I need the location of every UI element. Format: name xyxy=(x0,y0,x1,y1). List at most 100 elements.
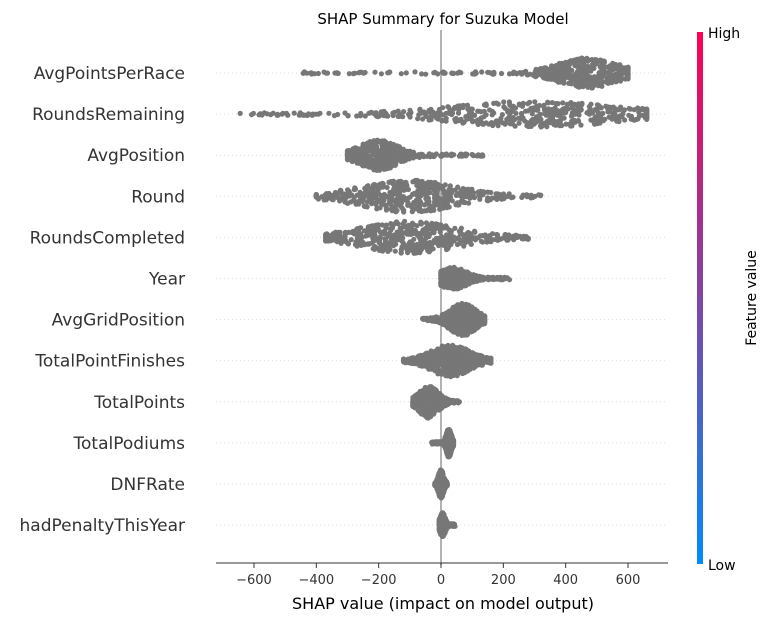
shap-point xyxy=(421,154,427,160)
shap-point xyxy=(310,111,316,117)
shap-point xyxy=(572,111,578,117)
shap-point xyxy=(360,148,366,154)
shap-point xyxy=(470,119,476,125)
shap-point xyxy=(536,102,543,109)
shap-point xyxy=(342,192,348,198)
shap-point xyxy=(300,70,306,76)
shap-point xyxy=(523,108,529,114)
shap-point xyxy=(437,206,443,212)
shap-point xyxy=(385,113,391,119)
shap-point xyxy=(635,106,641,112)
shap-point xyxy=(533,119,539,125)
shap-point xyxy=(488,189,494,196)
shap-point xyxy=(415,402,422,408)
shap-point xyxy=(380,157,387,163)
shap-point xyxy=(375,114,381,120)
shap-point xyxy=(468,241,474,247)
shap-point xyxy=(626,112,632,118)
shap-point xyxy=(455,306,461,312)
shap-point xyxy=(434,190,440,196)
shap-point xyxy=(313,194,319,200)
shap-point xyxy=(558,67,564,73)
shap-point xyxy=(475,121,481,127)
shap-point xyxy=(436,242,442,249)
shap-point xyxy=(380,184,386,190)
shap-point xyxy=(573,107,579,113)
shap-point xyxy=(470,314,476,320)
shap-point xyxy=(488,120,495,126)
shap-point xyxy=(348,237,354,243)
shap-point xyxy=(489,195,495,201)
shap-point xyxy=(383,224,389,230)
shap-point xyxy=(385,70,391,76)
shap-point xyxy=(335,111,341,118)
shap-point xyxy=(458,151,464,158)
shap-point xyxy=(515,115,522,121)
shap-point xyxy=(398,200,404,207)
shap-point xyxy=(512,105,519,111)
shap-point xyxy=(437,320,443,326)
shap-point xyxy=(563,121,569,127)
shap-point xyxy=(392,191,398,197)
shap-point xyxy=(617,62,623,68)
shap-point xyxy=(445,104,451,110)
shap-point xyxy=(449,190,455,196)
shap-point xyxy=(593,57,599,63)
shap-point xyxy=(453,319,459,325)
shap-point xyxy=(460,361,466,368)
shap-point xyxy=(531,73,537,79)
shap-point xyxy=(528,105,534,111)
shap-point xyxy=(545,100,551,106)
shap-point xyxy=(391,221,397,227)
shap-point xyxy=(606,114,612,120)
shap-point xyxy=(237,110,243,116)
shap-point xyxy=(375,166,381,172)
shap-point xyxy=(383,205,389,211)
shap-point xyxy=(405,202,411,208)
shap-point xyxy=(549,115,556,121)
shap-point xyxy=(405,152,411,158)
shap-point xyxy=(479,69,485,75)
shap-point xyxy=(552,109,559,116)
shap-point xyxy=(579,77,585,83)
shap-point xyxy=(442,351,448,357)
shap-point xyxy=(393,183,400,189)
shap-point xyxy=(386,179,392,185)
shap-point xyxy=(424,191,430,197)
shap-point xyxy=(440,105,446,111)
shap-point xyxy=(622,117,628,123)
shap-point xyxy=(405,186,411,193)
shap-point xyxy=(541,104,547,110)
shap-point xyxy=(410,355,416,361)
shap-point xyxy=(406,111,412,117)
shap-point xyxy=(467,231,473,237)
shap-point xyxy=(355,227,362,233)
shap-point xyxy=(633,116,639,123)
shap-point xyxy=(367,157,373,163)
shap-point xyxy=(384,184,390,191)
shap-point xyxy=(607,68,613,74)
shap-point xyxy=(513,110,519,116)
shap-point xyxy=(578,122,584,128)
shap-point xyxy=(495,123,501,129)
shap-point xyxy=(441,319,447,326)
shap-point xyxy=(426,404,433,410)
shap-point xyxy=(404,228,410,234)
shap-point xyxy=(476,359,482,365)
shap-point xyxy=(532,99,538,105)
shap-point xyxy=(507,102,513,108)
shap-point xyxy=(361,228,368,234)
shap-point xyxy=(441,311,447,317)
shap-point xyxy=(426,360,432,366)
shap-point xyxy=(418,219,424,225)
shap-point xyxy=(428,391,434,397)
shap-point xyxy=(516,101,522,107)
shap-point xyxy=(596,102,602,109)
shap-point xyxy=(342,238,348,244)
shap-point xyxy=(416,397,422,403)
shap-point xyxy=(547,120,553,126)
shap-point xyxy=(388,206,394,212)
shap-point xyxy=(447,281,453,287)
shap-point xyxy=(488,359,494,365)
shap-point xyxy=(644,116,650,122)
